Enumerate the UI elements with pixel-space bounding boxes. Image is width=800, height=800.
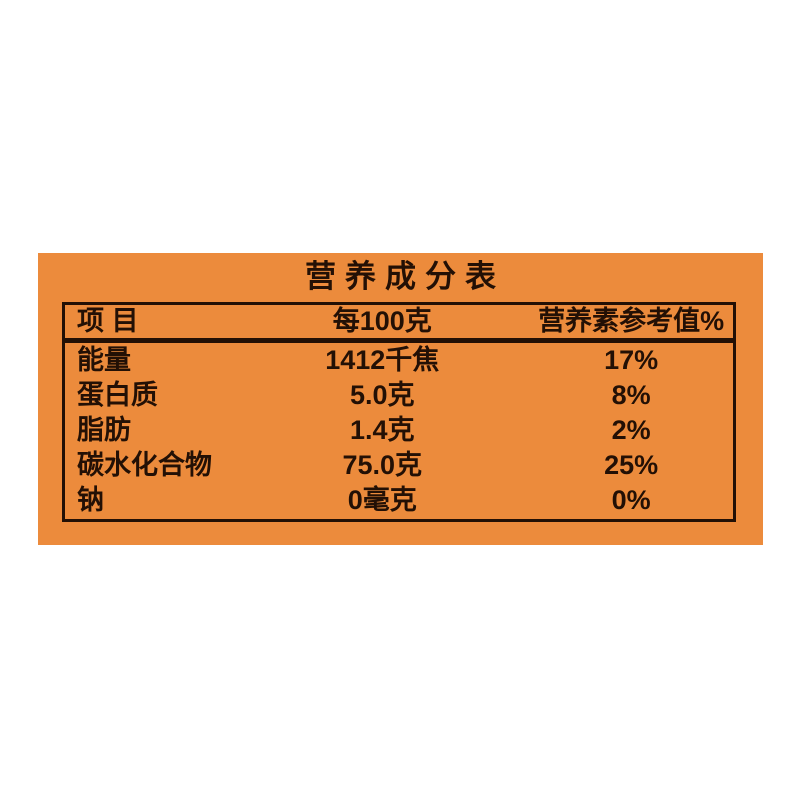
row-nrv-value: 8%	[611, 380, 651, 410]
nutrition-label-title: 营养成分表	[305, 259, 505, 294]
table-row-carbohydrate: 碳水化合物 75.0克 25%	[65, 448, 733, 483]
nutrition-table: 项 目 每100克 营养素参考值% 能量 1412千焦 17% 蛋白质 5.0克…	[62, 302, 736, 522]
table-header-row: 项 目 每100克 营养素参考值%	[65, 305, 733, 338]
row-per-100g-value: 0毫克	[347, 485, 417, 515]
table-row-protein: 蛋白质 5.0克 8%	[65, 378, 733, 413]
header-separator-rule	[65, 338, 733, 343]
row-per-100g-value: 1.4克	[350, 415, 415, 445]
row-item-label: 能量	[77, 345, 131, 375]
row-item-label: 碳水化合物	[77, 450, 212, 480]
table-row-energy: 能量 1412千焦 17%	[65, 343, 733, 378]
row-nrv-value: 25%	[604, 450, 659, 480]
row-item-label: 蛋白质	[77, 380, 158, 410]
row-per-100g-value: 5.0克	[350, 380, 415, 410]
row-per-100g-value: 75.0克	[342, 450, 423, 480]
nutrition-label-panel: 营养成分表 项 目 每100克 营养素参考值% 能量 1412千焦 17% 蛋白…	[38, 253, 763, 545]
row-item-label: 钠	[77, 485, 104, 515]
table-row-sodium: 钠 0毫克 0%	[65, 483, 733, 518]
header-item: 项 目	[77, 306, 139, 336]
header-per-100g: 每100克	[332, 306, 432, 336]
table-row-fat: 脂肪 1.4克 2%	[65, 413, 733, 448]
row-nrv-value: 0%	[611, 485, 651, 515]
row-item-label: 脂肪	[77, 415, 131, 445]
header-nrv-percent: 营养素参考值%	[538, 306, 725, 336]
row-nrv-value: 17%	[604, 345, 659, 375]
row-per-100g-value: 1412千焦	[325, 345, 440, 375]
row-nrv-value: 2%	[611, 415, 651, 445]
